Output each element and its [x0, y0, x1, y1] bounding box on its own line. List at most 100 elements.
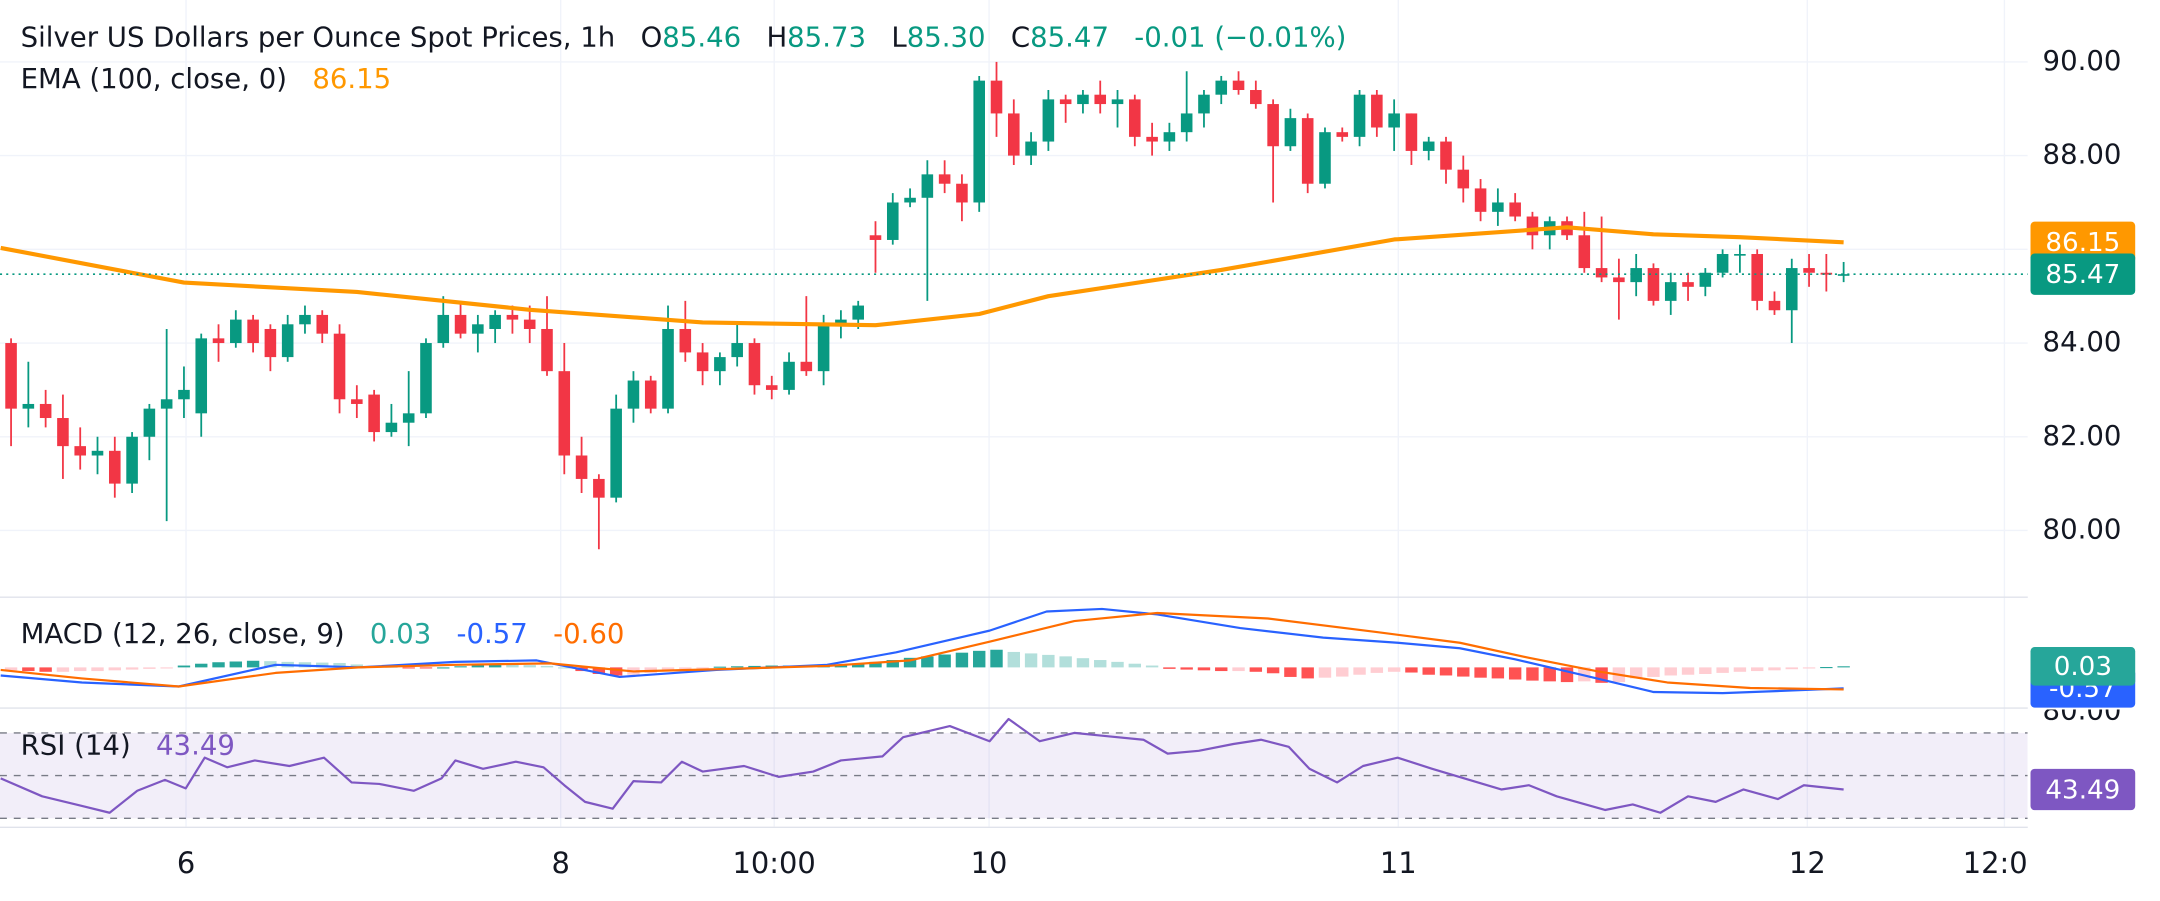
y-tick-label: 90.00 [2043, 45, 2122, 77]
histogram-bar [160, 667, 173, 669]
histogram-bar [506, 664, 519, 668]
histogram-bar [1145, 665, 1159, 668]
ema-name: EMA (100, close, 0) [21, 63, 287, 95]
ohlc-value: 85.73 [787, 22, 866, 54]
candle-body [679, 328, 692, 353]
ohlc-value: 85.46 [662, 22, 741, 54]
ema-line [0, 225, 1844, 328]
candle-body [886, 202, 899, 240]
candle-body [109, 450, 121, 484]
histogram-bar [592, 667, 606, 675]
candle-body [1440, 141, 1452, 170]
histogram-bar [1111, 661, 1124, 668]
ema-value: 86.15 [312, 63, 391, 95]
candle-body [1250, 90, 1262, 105]
candle-body [437, 314, 450, 344]
histogram-bar [419, 667, 433, 669]
macd-value: -0.57 [457, 618, 528, 650]
ohlc-value: 85.30 [907, 22, 986, 54]
x-tick-label: 12:00 [1963, 846, 2046, 880]
rsi-legend: RSI (14) 43.49 [21, 730, 235, 762]
candle-body [1734, 254, 1746, 256]
candle-body [247, 319, 259, 344]
candle-body [1077, 94, 1089, 105]
header-legend: Silver US Dollars per Ounce Spot Prices,… [21, 22, 1347, 54]
candle-body [1198, 94, 1210, 114]
histogram-bar [903, 657, 917, 668]
histogram-bar [91, 667, 104, 672]
candle-body [1146, 136, 1158, 142]
candle-body [1180, 113, 1193, 133]
x-tick-label: 8 [551, 846, 569, 880]
histogram-bar [4, 667, 18, 671]
candle-body [1526, 216, 1539, 236]
candle-body [333, 333, 346, 400]
candle-body [195, 338, 208, 414]
ohlc-value: 85.47 [1030, 22, 1109, 54]
histogram-bar [264, 661, 277, 668]
candle-body [1215, 80, 1228, 95]
candle-body [973, 80, 986, 203]
rsi-plot [0, 717, 2028, 819]
histogram-bar [1197, 667, 1211, 671]
candle-body [1474, 188, 1487, 212]
histogram-bar [921, 656, 934, 668]
histogram-bar [1474, 667, 1487, 678]
price-tag-label: 0.03 [2054, 652, 2112, 682]
histogram-bar [1750, 667, 1764, 672]
histogram-bar [333, 662, 346, 668]
histogram-bar [1180, 667, 1193, 670]
histogram-bar [1387, 667, 1401, 672]
candle-body [385, 422, 398, 433]
candle-body [921, 174, 934, 198]
candle-body [869, 235, 882, 240]
histogram-bar [1733, 667, 1747, 672]
candle-body [1059, 99, 1072, 105]
histogram-bar [1526, 667, 1539, 681]
candle-body [1803, 268, 1815, 273]
histogram-bar [938, 654, 951, 668]
histogram-bar [1215, 667, 1228, 672]
macd-title: MACD (12, 26, close, 9) [21, 618, 345, 650]
histogram-value: 0.03 [370, 618, 431, 650]
candle-body [506, 314, 519, 320]
candle-body [126, 436, 138, 484]
histogram-bar [1543, 667, 1556, 682]
histogram-bar [1163, 667, 1176, 669]
candle-body [420, 343, 432, 414]
histogram-bar [1266, 667, 1280, 674]
y-tick-label: 80.00 [2043, 695, 2122, 727]
x-axis: 6 8 10:00 10 11 12 12:00 [177, 846, 2046, 880]
histogram-bar [1405, 667, 1418, 673]
candle-body [696, 352, 709, 372]
candle-body [351, 399, 363, 404]
rsi-value: 43.49 [156, 730, 235, 762]
ema-legend: EMA (100, close, 0) 86.15 [21, 63, 392, 95]
candle-body [1682, 282, 1694, 287]
candle-body [1008, 113, 1020, 156]
candle-body [610, 408, 622, 498]
candle-body [1664, 282, 1677, 301]
histogram-bar [1128, 663, 1142, 668]
histogram-bar [1837, 666, 1850, 668]
histogram-bar [1508, 667, 1522, 680]
candle-body [1336, 132, 1349, 137]
candle-body [817, 324, 830, 372]
grid-layer [0, 0, 2028, 827]
histogram-bar [402, 667, 415, 669]
candle-body [714, 357, 726, 372]
candle-body [783, 361, 795, 390]
histogram-bar [1249, 667, 1263, 672]
histogram-bar [1059, 656, 1072, 668]
histogram-bar [1024, 653, 1038, 668]
candle-body [281, 324, 294, 358]
candle-body [160, 399, 173, 409]
candle-body [1509, 202, 1521, 217]
y-tick-label: 88.00 [2043, 139, 2122, 171]
candle-body [1613, 277, 1625, 283]
histogram-bar [22, 667, 35, 672]
candle-body [523, 319, 536, 329]
price-plot [0, 61, 2028, 550]
